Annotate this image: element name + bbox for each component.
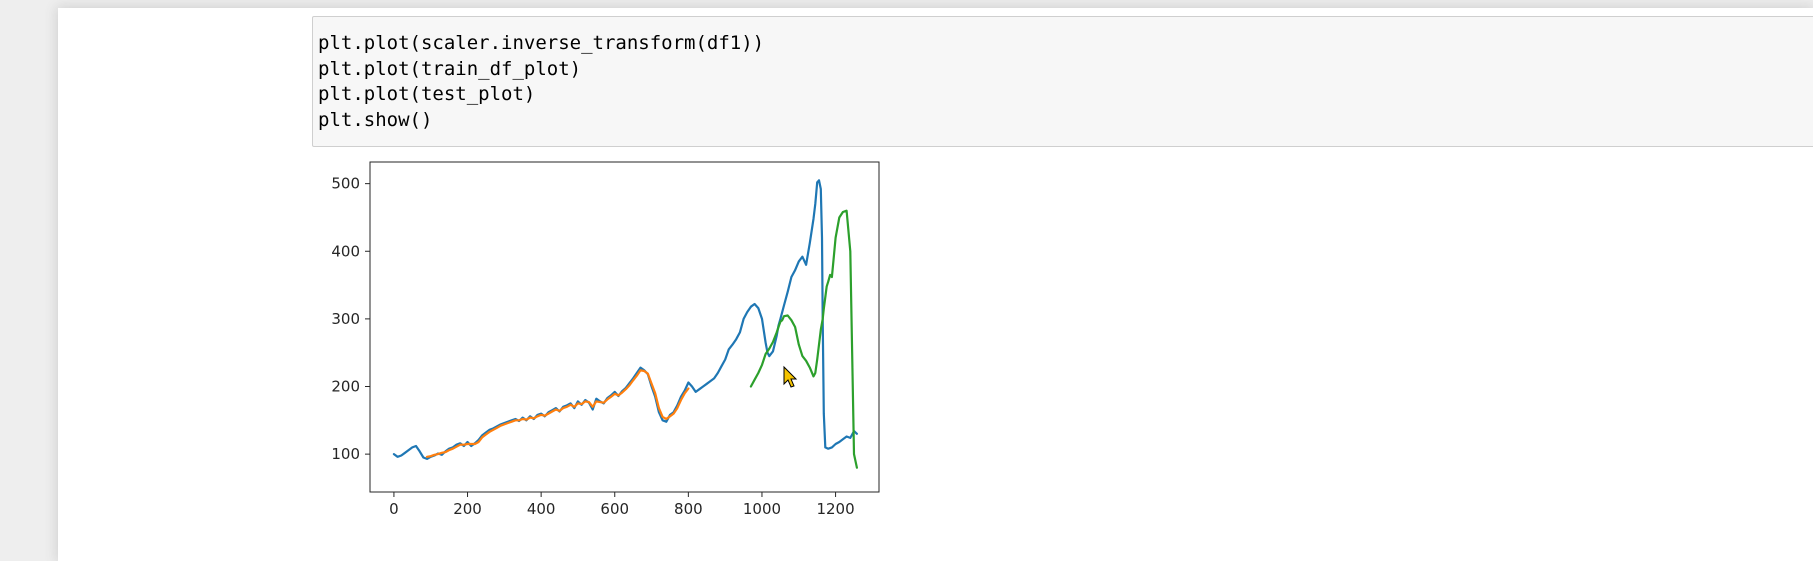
x-tick-label: 600 [600,500,629,518]
x-tick-label: 1200 [816,500,854,518]
y-tick-label: 500 [331,175,360,193]
y-tick-label: 200 [331,378,360,396]
code-text[interactable]: plt.plot(scaler.inverse_transform(df1)) … [313,17,1813,133]
series-line-2 [425,369,690,458]
code-line: plt.plot(test_plot) [318,83,536,106]
x-tick-label: 800 [674,500,703,518]
cell-output: 100 200 300 400 500 0 200 400 600 800 1000 1200 [312,158,912,548]
code-line: plt.plot(scaler.inverse_transform(df1)) [318,32,765,54]
y-tick-label: 400 [331,242,360,260]
code-line: plt.plot(train_df_plot) [318,57,582,80]
plot-axes-frame [369,161,880,493]
line-chart: 100 200 300 400 500 0 200 400 600 800 1000 1200 [331,161,880,518]
x-tick-label: 400 [527,500,556,518]
notebook-page: plt.plot(scaler.inverse_transform(df1)) … [58,8,1813,561]
code-line: plt.show() [318,108,433,131]
x-tick-label: 1000 [743,500,781,518]
x-tick-label: 200 [453,500,482,518]
x-tick-label: 0 [389,500,399,518]
y-tick-label: 300 [331,310,360,328]
code-cell-input[interactable]: plt.plot(scaler.inverse_transform(df1)) … [312,16,1813,147]
mouse-cursor-icon [783,365,798,388]
series-line-3 [749,209,859,469]
y-tick-label: 100 [331,445,360,463]
